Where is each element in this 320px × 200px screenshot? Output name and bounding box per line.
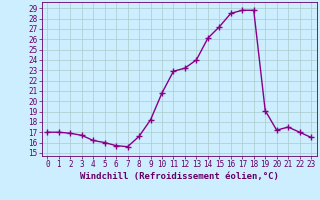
X-axis label: Windchill (Refroidissement éolien,°C): Windchill (Refroidissement éolien,°C) (80, 172, 279, 181)
